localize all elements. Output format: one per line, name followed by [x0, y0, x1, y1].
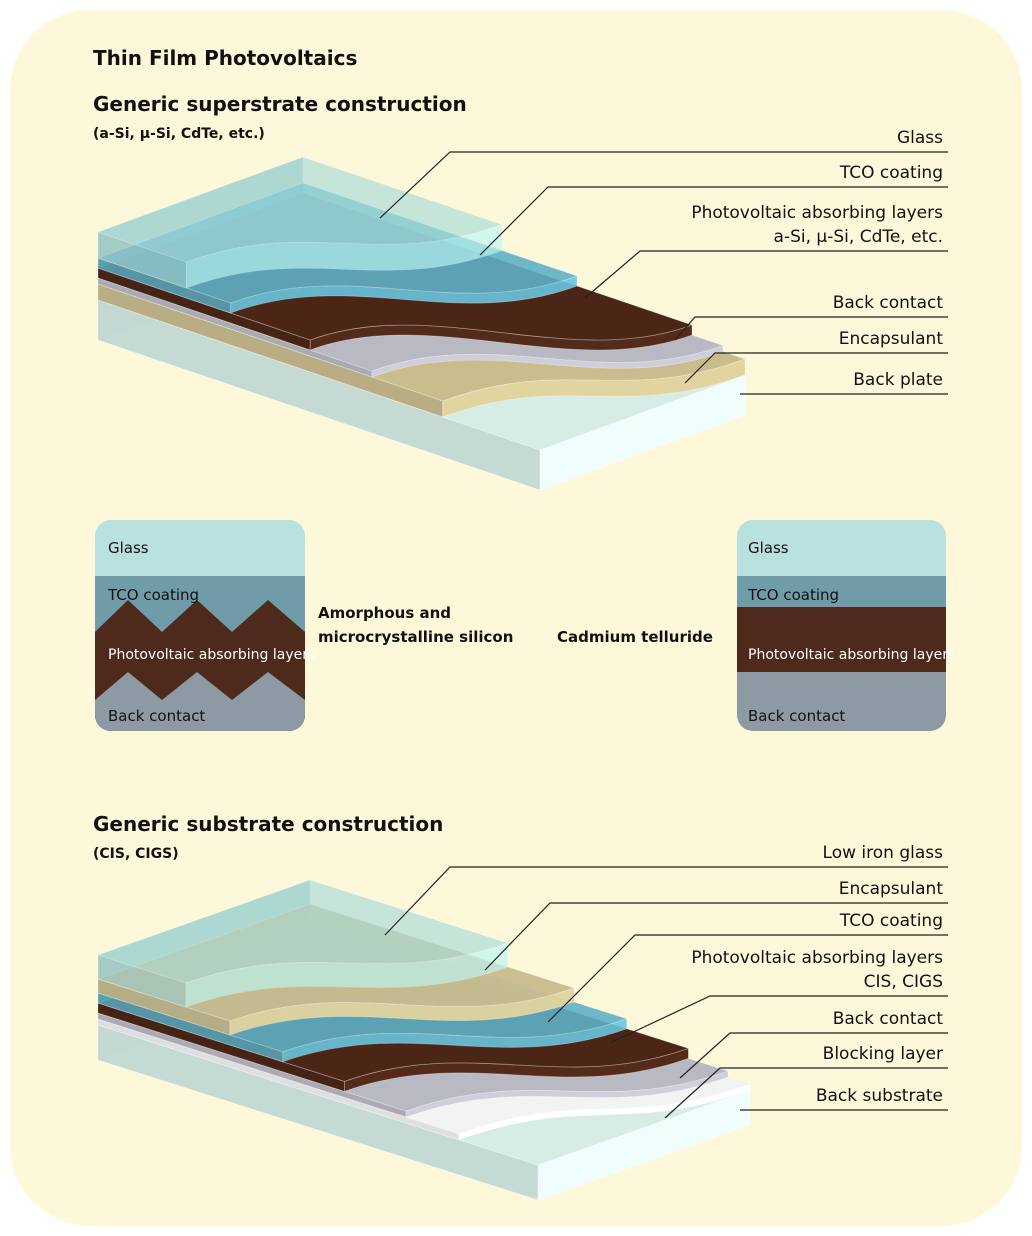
- label: Photovoltaic absorbing layers: [691, 203, 943, 223]
- tco-layer: [737, 576, 946, 607]
- substrate-labels: Low iron glass Encapsulant TCO coating P…: [384, 843, 948, 1119]
- caption: Cadmium telluride: [557, 628, 713, 646]
- subheading: (CIS, CIGS): [93, 846, 179, 862]
- illustrations: [96, 156, 752, 1201]
- label: Low iron glass: [823, 843, 944, 863]
- heading: Generic superstrate construction: [93, 92, 467, 116]
- label: CIS, CIGS: [864, 972, 943, 992]
- leader: [584, 250, 948, 299]
- heading: Generic substrate construction: [93, 812, 443, 836]
- layer-label: Photovoltaic absorbing layers: [108, 647, 315, 663]
- cell-cdte: Glass TCO coating Photovoltaic absorbing…: [557, 520, 955, 731]
- label: Back plate: [853, 370, 943, 390]
- leader: [379, 151, 948, 219]
- layer-label: Glass: [748, 539, 789, 557]
- leader: [684, 352, 948, 384]
- leader: [664, 1067, 948, 1119]
- glass-layer: [737, 520, 946, 576]
- leader: [674, 316, 948, 341]
- leader: [679, 1032, 948, 1079]
- label: a-Si, µ-Si, CdTe, etc.: [774, 227, 943, 247]
- leader: [479, 186, 948, 256]
- label: Photovoltaic absorbing layers: [691, 948, 943, 968]
- layer-shape: [309, 324, 693, 351]
- layer-label: Glass: [108, 539, 149, 557]
- leader: [609, 995, 948, 1044]
- label: Back contact: [833, 293, 944, 313]
- label: Glass: [897, 128, 943, 148]
- label: Encapsulant: [839, 879, 944, 899]
- title: Thin Film Photovoltaics: [93, 46, 357, 70]
- layer-label: TCO coating: [747, 586, 839, 604]
- label: Back contact: [833, 1009, 944, 1029]
- back-contact-layer: [737, 672, 946, 731]
- layer-shape: [539, 374, 746, 491]
- label: Encapsulant: [839, 329, 944, 349]
- back-contact-layer: [95, 672, 305, 731]
- label: Back substrate: [816, 1086, 943, 1106]
- layer-label: TCO coating: [107, 586, 199, 604]
- layer-shape: [96, 879, 510, 984]
- leader: [547, 934, 948, 1023]
- subheading: (a-Si, µ-Si, CdTe, etc.): [93, 126, 265, 142]
- layer-label: Back contact: [748, 707, 845, 725]
- layer-shape: [537, 1089, 751, 1201]
- absorber-layer: [737, 607, 946, 672]
- layer-label: Back contact: [108, 707, 205, 725]
- caption: Amorphous and: [318, 604, 451, 622]
- label: TCO coating: [839, 163, 943, 183]
- cell-amorphous: Glass TCO coating Photovoltaic absorbing…: [95, 520, 513, 731]
- leader: [384, 866, 948, 936]
- superstrate-labels: Glass TCO coating Photovoltaic absorbing…: [379, 128, 948, 395]
- leader: [484, 902, 948, 971]
- label: Blocking layer: [823, 1044, 943, 1064]
- layer-shape: [96, 156, 504, 263]
- caption: microcrystalline silicon: [318, 628, 513, 646]
- label: TCO coating: [839, 911, 943, 931]
- layer-label: Photovoltaic absorbing layers: [748, 647, 955, 663]
